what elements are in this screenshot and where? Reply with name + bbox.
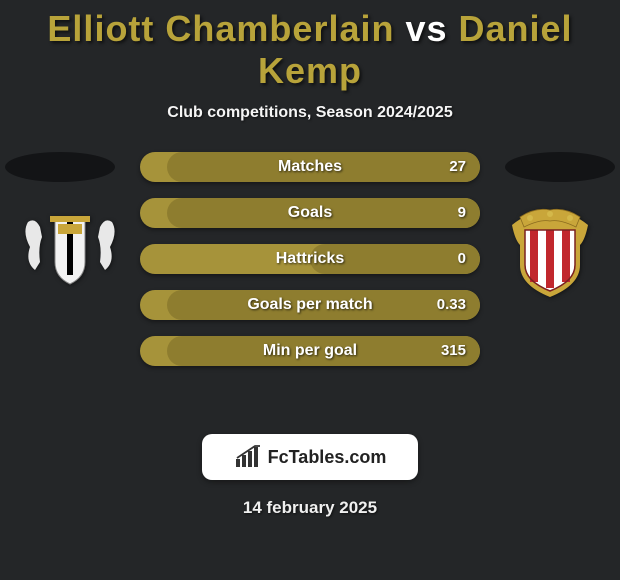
subtitle: Club competitions, Season 2024/2025 — [0, 104, 620, 122]
stat-bar: Min per goal315 — [140, 336, 480, 366]
stat-bar: Matches27 — [140, 152, 480, 182]
stat-bar-value: 0.33 — [437, 290, 466, 320]
stat-bar: Goals9 — [140, 198, 480, 228]
brand-box: FcTables.com — [202, 434, 418, 480]
title-vs: vs — [394, 8, 458, 49]
title-player1: Elliott Chamberlain — [47, 8, 394, 49]
page-title: Elliott Chamberlain vs Daniel Kemp — [0, 0, 620, 92]
crest-right-icon — [500, 205, 600, 300]
stat-bar-value: 27 — [449, 152, 466, 182]
stat-bar-value: 0 — [458, 244, 466, 274]
stat-bar-label: Min per goal — [140, 336, 480, 366]
stat-bar: Hattricks0 — [140, 244, 480, 274]
stat-bar-value: 9 — [458, 198, 466, 228]
player1-shadow — [5, 152, 115, 182]
stat-bar-value: 315 — [441, 336, 466, 366]
player2-shadow — [505, 152, 615, 182]
club-crest-right — [500, 207, 600, 297]
stat-bar-label: Goals — [140, 198, 480, 228]
stat-bar-label: Hattricks — [140, 244, 480, 274]
comparison-panel: Matches27 Goals9 Hattricks0 Goals per match… — [0, 152, 620, 412]
stat-bar-label: Goals per match — [140, 290, 480, 320]
club-crest-left — [20, 207, 120, 297]
stat-bar: Goals per match0.33 — [140, 290, 480, 320]
stat-bar-label: Matches — [140, 152, 480, 182]
date-text: 14 february 2025 — [0, 498, 620, 518]
brand-chart-icon — [234, 445, 262, 469]
stat-bars: Matches27 Goals9 Hattricks0 Goals per match… — [140, 152, 480, 382]
brand-text: FcTables.com — [268, 447, 387, 468]
crest-left-icon — [20, 212, 120, 292]
